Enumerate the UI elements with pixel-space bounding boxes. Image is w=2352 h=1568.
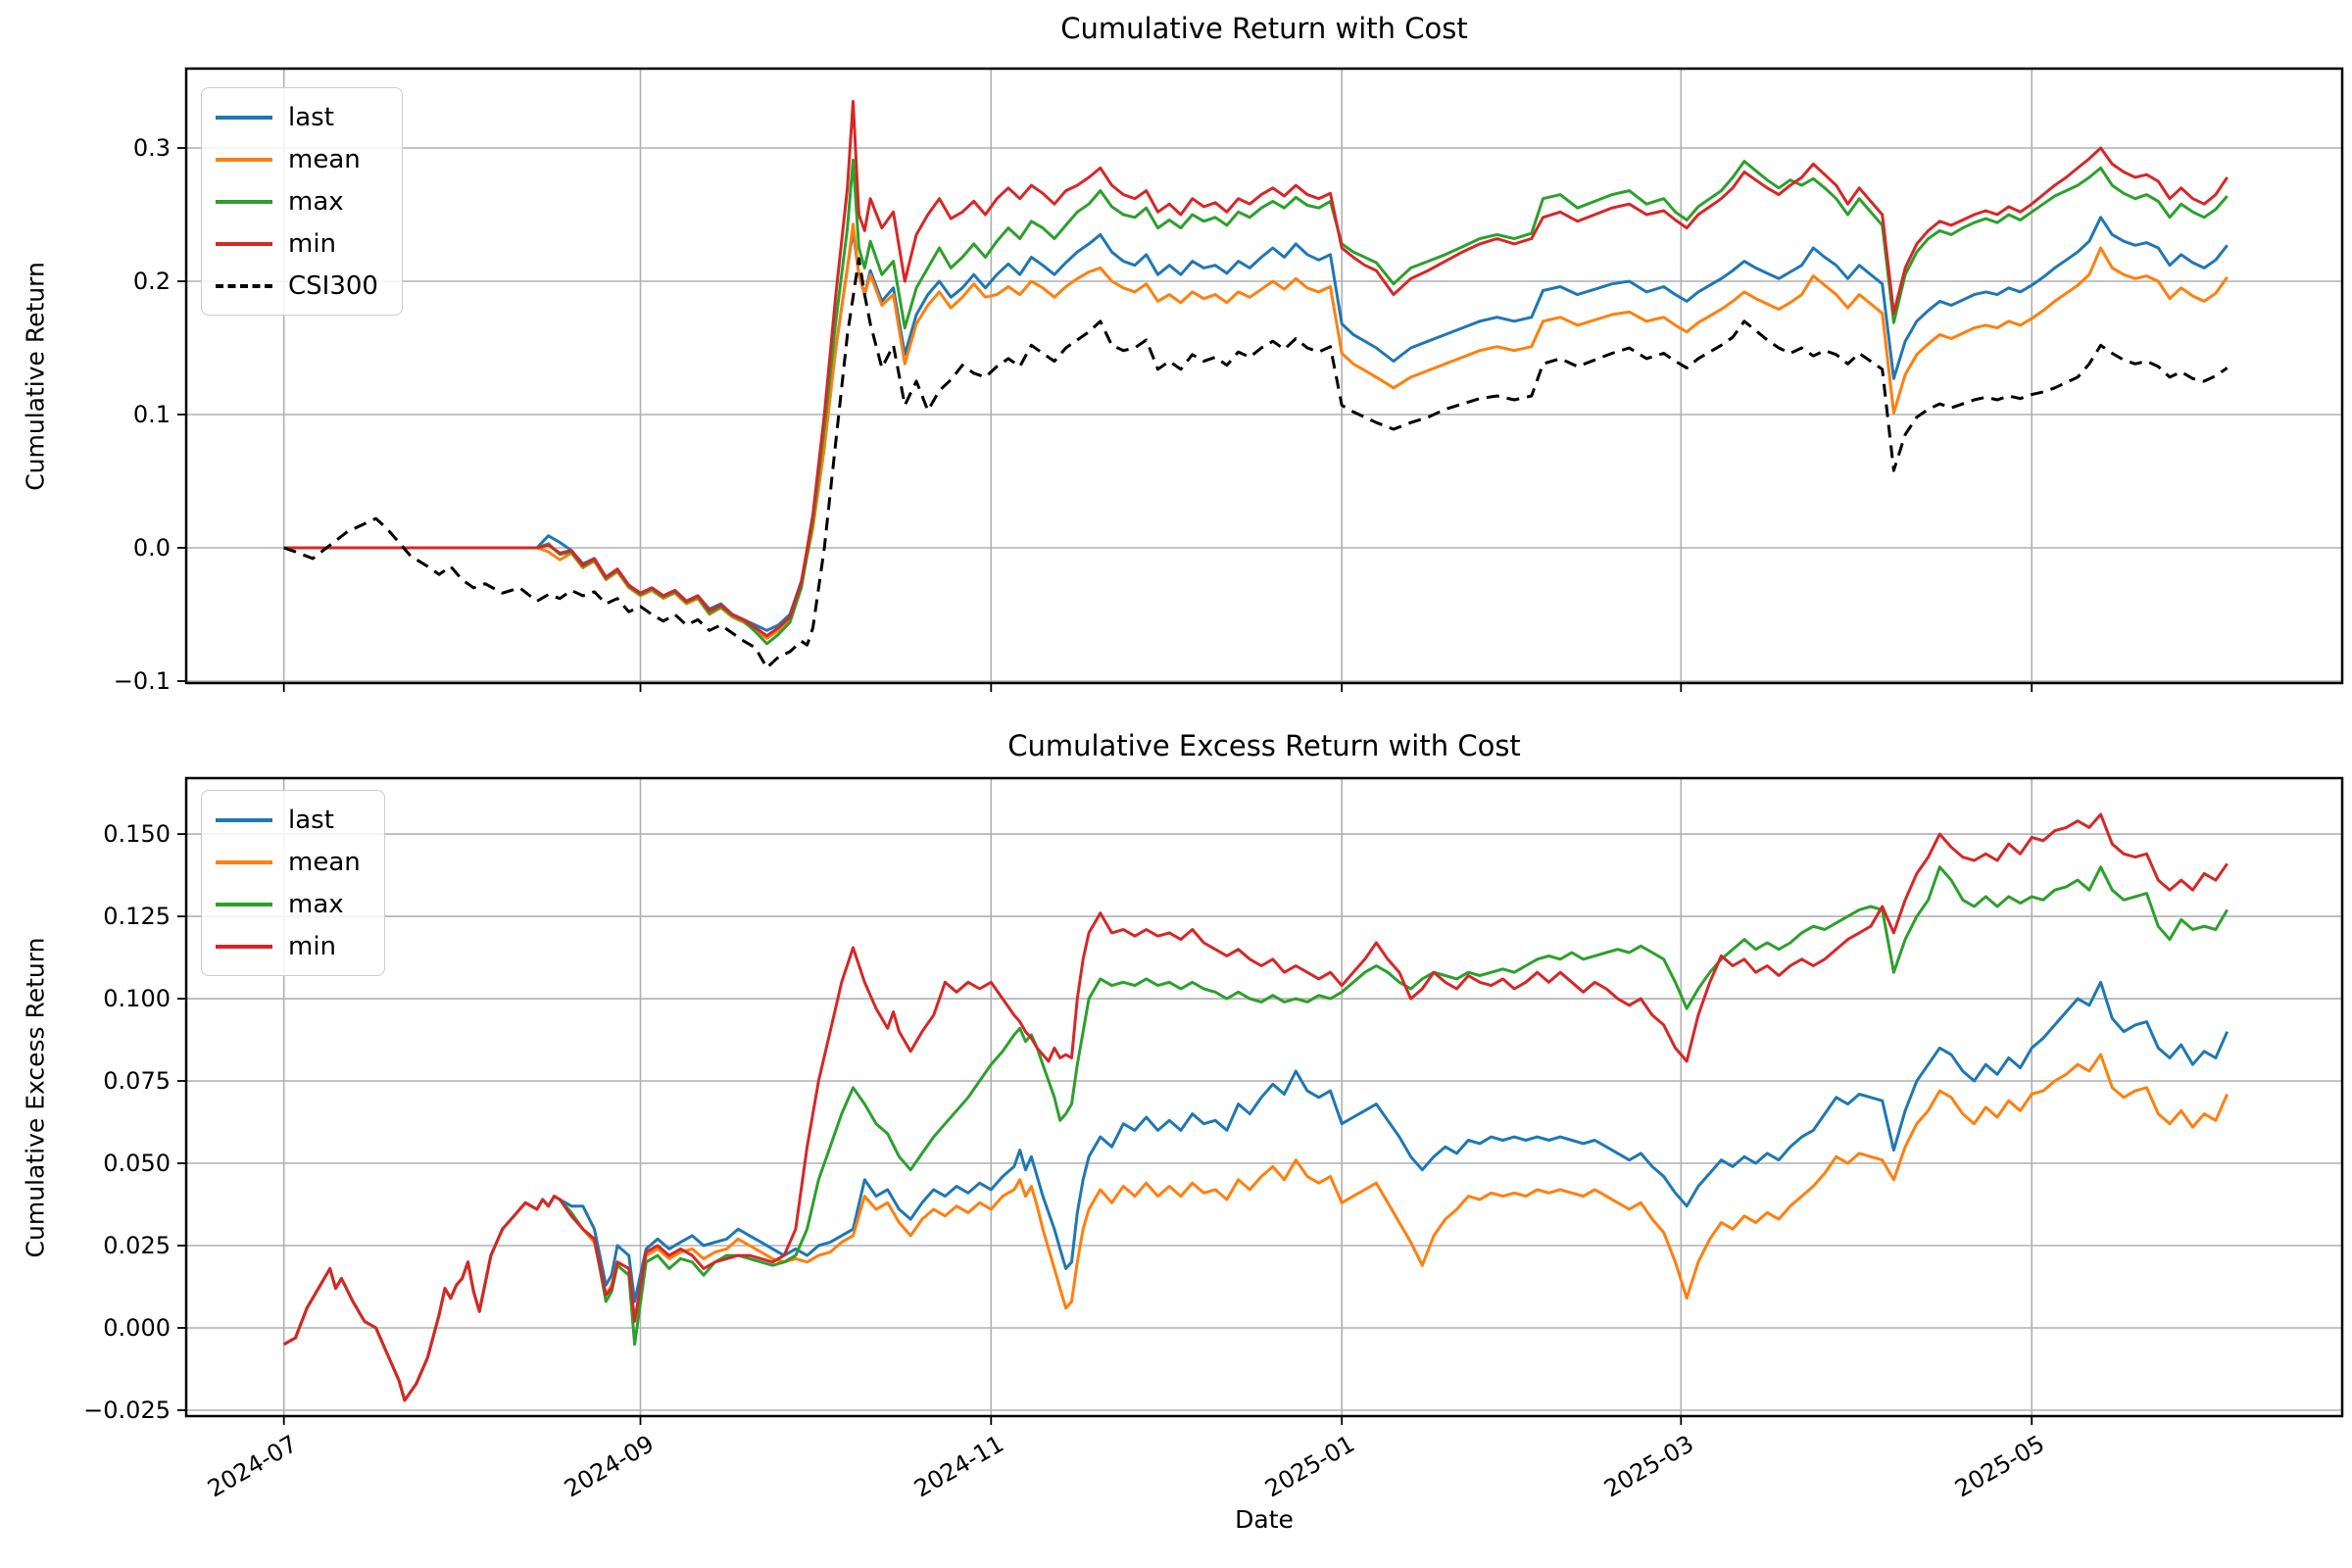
y-tick-label: 0.050 (103, 1150, 171, 1177)
y-tick-label: −0.1 (113, 667, 171, 695)
legend-item-last: last (216, 799, 361, 841)
bottom-legend: last mean max min (201, 790, 385, 976)
legend-item-min: min (216, 222, 378, 265)
legend-label: max (288, 889, 344, 919)
min-line-swatch (216, 944, 272, 949)
y-tick-label: 0.000 (103, 1314, 171, 1342)
max-line-swatch (216, 199, 272, 204)
legend-label: min (288, 228, 337, 259)
legend-label: max (288, 186, 344, 217)
series-min-line (282, 812, 2229, 1402)
legend-item-last: last (216, 96, 378, 138)
series-mean-line (283, 222, 2229, 640)
y-tick-label: 0.150 (103, 820, 171, 849)
bottom-y-axis-label: Cumulative Excess Return (21, 937, 50, 1258)
y-tick-label: 0.075 (103, 1067, 171, 1095)
legend-label: last (288, 102, 334, 132)
y-tick-label: 0.100 (103, 985, 171, 1013)
y-tick-label: 0.2 (132, 268, 171, 295)
legend-label: min (288, 931, 337, 961)
min-line-swatch (216, 241, 272, 246)
y-tick-label: 0.025 (103, 1232, 171, 1259)
y-tick-label: 0.125 (103, 903, 171, 931)
legend-item-mean: mean (216, 138, 378, 180)
legend-item-min: min (216, 925, 361, 967)
top-chart-title: Cumulative Return with Cost (1060, 12, 1468, 45)
mean-line-swatch (216, 157, 272, 162)
series-last-line (283, 216, 2229, 632)
legend-label: mean (288, 847, 361, 877)
mean-line-swatch (216, 859, 272, 864)
top-y-axis-label: Cumulative Return (21, 262, 50, 491)
series-csi300-line (283, 257, 2229, 669)
axes-top (177, 67, 2344, 692)
legend-label: CSI300 (288, 270, 378, 301)
legend-label: mean (288, 144, 361, 174)
y-tick-label: 0.0 (132, 534, 171, 562)
legend-item-max: max (216, 883, 361, 925)
legend-label: last (288, 805, 334, 835)
axes-spine (184, 67, 2344, 685)
top-legend: last mean max min CSI300 (201, 87, 403, 316)
last-line-swatch (216, 115, 272, 120)
legend-item-mean: mean (216, 841, 361, 883)
csi300-line-swatch (216, 283, 272, 288)
last-line-swatch (216, 817, 272, 822)
series-max-line (283, 158, 2229, 646)
y-tick-label: 0.3 (132, 134, 171, 162)
max-line-swatch (216, 902, 272, 906)
series-min-line (283, 100, 2229, 638)
series-max-line (282, 865, 2229, 1402)
bottom-chart-title: Cumulative Excess Return with Cost (1007, 729, 1521, 762)
x-axis-label: Date (1235, 1505, 1294, 1534)
legend-item-max: max (216, 180, 378, 222)
axes-spine (184, 776, 2344, 1418)
axes-bottom (177, 776, 2344, 1425)
y-tick-label: 0.1 (132, 401, 171, 428)
series-last-line (282, 980, 2230, 1402)
legend-item-csi300: CSI300 (216, 265, 378, 307)
y-tick-label: −0.025 (83, 1396, 171, 1424)
